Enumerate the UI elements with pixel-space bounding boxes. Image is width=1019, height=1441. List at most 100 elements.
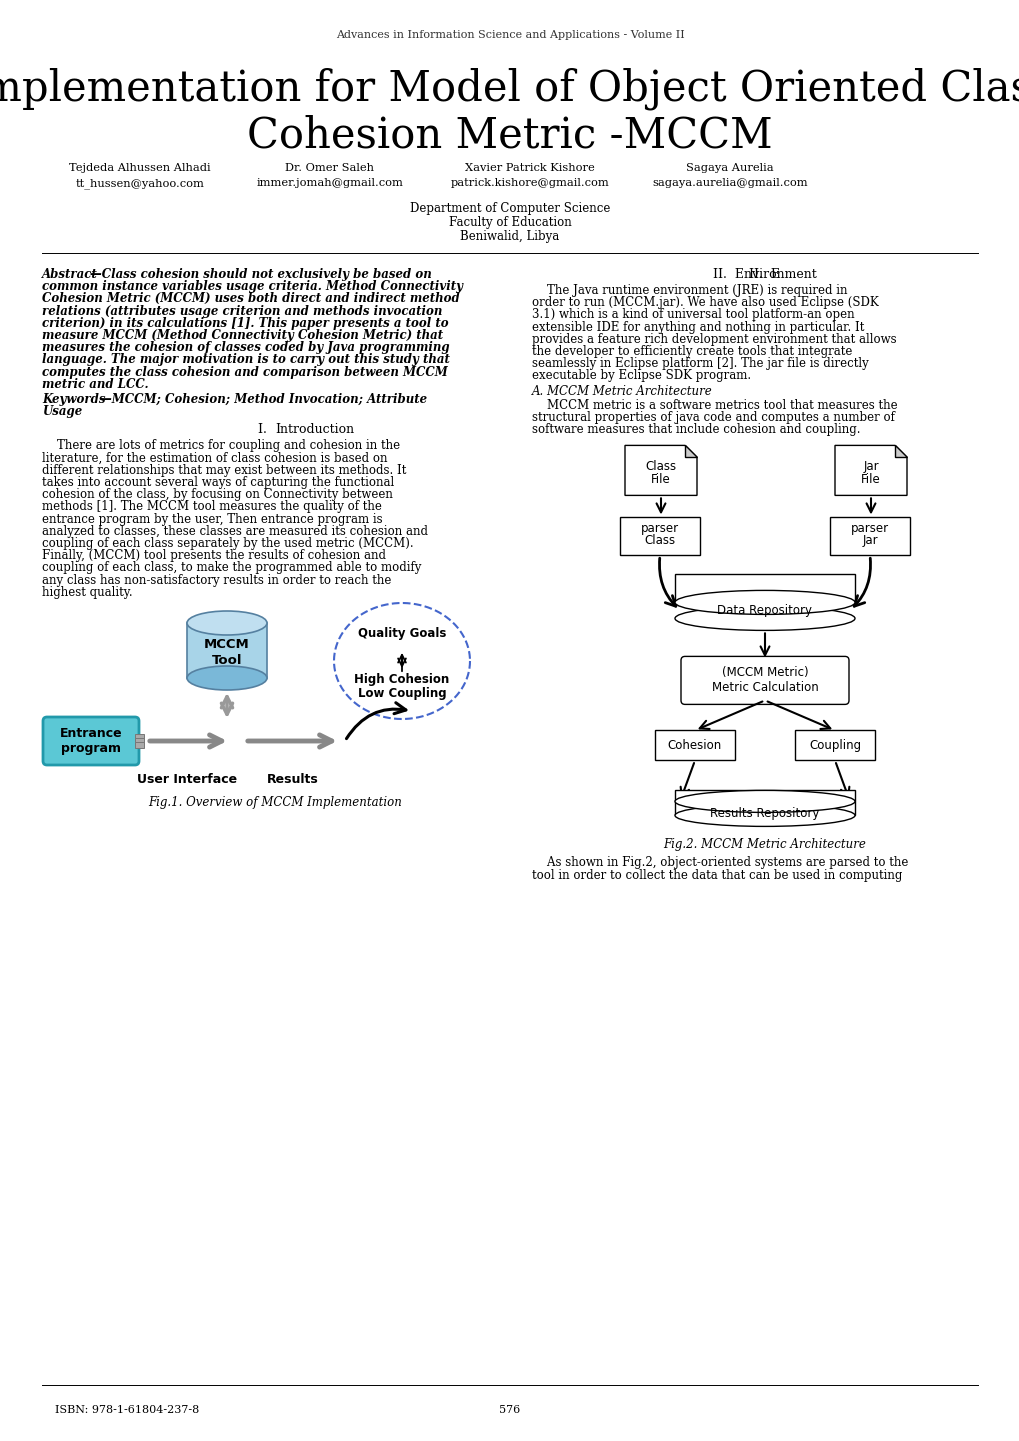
Text: File: File xyxy=(860,474,880,487)
Text: Abstract: Abstract xyxy=(42,268,98,281)
Text: parser: parser xyxy=(640,522,679,535)
Text: any class has non-satisfactory results in order to reach the: any class has non-satisfactory results i… xyxy=(42,574,391,586)
Ellipse shape xyxy=(675,591,854,614)
Text: analyzed to classes, these classes are measured its cohesion and: analyzed to classes, these classes are m… xyxy=(42,525,428,537)
Text: Introduction: Introduction xyxy=(275,424,354,437)
Text: ISBN: 978-1-61804-237-8: ISBN: 978-1-61804-237-8 xyxy=(55,1405,199,1415)
Bar xyxy=(135,742,144,748)
Text: patrick.kishore@gmail.com: patrick.kishore@gmail.com xyxy=(450,179,608,187)
Bar xyxy=(829,517,909,555)
Text: Finally, (MCCM) tool presents the results of cohesion and: Finally, (MCCM) tool presents the result… xyxy=(42,549,385,562)
Text: metric and LCC.: metric and LCC. xyxy=(42,378,149,391)
Text: sagaya.aurelia@gmail.com: sagaya.aurelia@gmail.com xyxy=(651,179,807,187)
Bar xyxy=(620,517,699,555)
Text: Jar: Jar xyxy=(861,535,877,548)
Text: Results: Results xyxy=(267,772,319,785)
Text: Beniwalid, Libya: Beniwalid, Libya xyxy=(460,231,559,244)
Text: Low Coupling: Low Coupling xyxy=(358,686,446,699)
Text: Coupling: Coupling xyxy=(808,739,860,752)
Text: User Interface: User Interface xyxy=(137,772,236,785)
Text: methods [1]. The MCCM tool measures the quality of the: methods [1]. The MCCM tool measures the … xyxy=(42,500,381,513)
Text: highest quality.: highest quality. xyxy=(42,586,132,599)
Text: Fig.1. Overview of MCCM Implementation: Fig.1. Overview of MCCM Implementation xyxy=(148,795,401,808)
Bar xyxy=(675,575,854,602)
Text: Fig.2. MCCM Metric Architecture: Fig.2. MCCM Metric Architecture xyxy=(663,839,865,852)
Text: The Java runtime environment (JRE) is required in: The Java runtime environment (JRE) is re… xyxy=(532,284,847,297)
Text: tool in order to collect the data that can be used in computing: tool in order to collect the data that c… xyxy=(532,869,902,882)
Text: MCCM metric is a software metrics tool that measures the: MCCM metric is a software metrics tool t… xyxy=(532,399,897,412)
Text: Sagaya Aurelia: Sagaya Aurelia xyxy=(686,163,773,173)
Text: 3.1) which is a kind of universal tool platform-an open: 3.1) which is a kind of universal tool p… xyxy=(532,308,854,321)
Text: Class: Class xyxy=(645,461,676,474)
Text: computes the class cohesion and comparison between MCCM: computes the class cohesion and comparis… xyxy=(42,366,447,379)
Text: literature, for the estimation of class cohesion is based on: literature, for the estimation of class … xyxy=(42,451,387,464)
Polygon shape xyxy=(685,445,696,457)
Text: Data Repository: Data Repository xyxy=(716,604,812,617)
Bar xyxy=(135,738,144,744)
Text: II.  Environment: II. Environment xyxy=(712,268,816,281)
Text: Keywords: Keywords xyxy=(42,393,105,406)
Text: structural properties of java code and computes a number of: structural properties of java code and c… xyxy=(532,411,894,424)
Polygon shape xyxy=(835,445,906,496)
Text: Jar: Jar xyxy=(862,461,878,474)
Text: order to run (MCCM.jar). We have also used Eclipse (SDK: order to run (MCCM.jar). We have also us… xyxy=(532,297,878,310)
Text: seamlessly in Eclipse platform [2]. The jar file is directly: seamlessly in Eclipse platform [2]. The … xyxy=(532,357,868,370)
Text: Advances in Information Science and Applications - Volume II: Advances in Information Science and Appl… xyxy=(335,30,684,40)
Text: As shown in Fig.2, object-oriented systems are parsed to the: As shown in Fig.2, object-oriented syste… xyxy=(532,856,908,869)
Polygon shape xyxy=(894,445,906,457)
Text: the developer to efficiently create tools that integrate: the developer to efficiently create tool… xyxy=(532,344,852,357)
Text: tt_hussen@yahoo.com: tt_hussen@yahoo.com xyxy=(75,179,204,189)
Text: A. MCCM Metric Architecture: A. MCCM Metric Architecture xyxy=(532,385,712,398)
Text: coupling of each class separately by the used metric (MCCM).: coupling of each class separately by the… xyxy=(42,537,414,550)
Text: common instance variables usage criteria. Method Connectivity: common instance variables usage criteria… xyxy=(42,280,463,293)
Text: Results Repository: Results Repository xyxy=(709,807,819,820)
Text: criterion) in its calculations [1]. This paper presents a tool to: criterion) in its calculations [1]. This… xyxy=(42,317,448,330)
Text: High Cohesion: High Cohesion xyxy=(354,673,449,686)
Text: different relationships that may exist between its methods. It: different relationships that may exist b… xyxy=(42,464,406,477)
Text: software measures that include cohesion and coupling.: software measures that include cohesion … xyxy=(532,424,860,437)
Text: language. The major motivation is to carry out this study that: language. The major motivation is to car… xyxy=(42,353,449,366)
Polygon shape xyxy=(625,445,696,496)
Ellipse shape xyxy=(675,804,854,826)
Text: 576: 576 xyxy=(499,1405,520,1415)
Ellipse shape xyxy=(675,791,854,813)
Text: Implementation for Model of Object Oriented Class: Implementation for Model of Object Orien… xyxy=(0,68,1019,111)
Text: Cohesion Metric (MCCM) uses both direct and indirect method: Cohesion Metric (MCCM) uses both direct … xyxy=(42,293,460,305)
Text: Metric Calculation: Metric Calculation xyxy=(711,682,817,695)
Text: Dr. Omer Saleh: Dr. Omer Saleh xyxy=(285,163,374,173)
Text: provides a feature rich development environment that allows: provides a feature rich development envi… xyxy=(532,333,896,346)
Text: entrance program by the user, Then entrance program is: entrance program by the user, Then entra… xyxy=(42,513,382,526)
Text: File: File xyxy=(650,474,671,487)
Text: extensible IDE for anything and nothing in particular. It: extensible IDE for anything and nothing … xyxy=(532,320,863,334)
Text: executable by Eclipse SDK program.: executable by Eclipse SDK program. xyxy=(532,369,750,382)
Text: measures the cohesion of classes coded by Java programming: measures the cohesion of classes coded b… xyxy=(42,342,449,354)
Text: There are lots of metrics for coupling and cohesion in the: There are lots of metrics for coupling a… xyxy=(42,440,399,452)
Text: I.: I. xyxy=(258,424,275,437)
Text: Quality Goals: Quality Goals xyxy=(358,627,445,640)
Text: cohesion of the class, by focusing on Connectivity between: cohesion of the class, by focusing on Co… xyxy=(42,488,392,501)
Ellipse shape xyxy=(675,607,854,630)
FancyBboxPatch shape xyxy=(43,718,139,765)
Bar xyxy=(186,623,267,679)
Text: Faculty of Education: Faculty of Education xyxy=(448,216,571,229)
Ellipse shape xyxy=(186,666,267,690)
Text: Usage: Usage xyxy=(42,405,83,418)
Bar xyxy=(794,731,874,761)
Text: (MCCM Metric): (MCCM Metric) xyxy=(721,666,807,679)
Text: immer.jomah@gmail.com: immer.jomah@gmail.com xyxy=(257,179,404,187)
Text: —Class cohesion should not exclusively be based on: —Class cohesion should not exclusively b… xyxy=(90,268,431,281)
Text: II.  E: II. E xyxy=(749,268,780,281)
Text: coupling of each class, to make the programmed able to modify: coupling of each class, to make the prog… xyxy=(42,562,421,575)
Bar xyxy=(135,733,144,741)
Text: Entrance
program: Entrance program xyxy=(60,728,122,755)
Text: measure MCCM (Method Connectivity Cohesion Metric) that: measure MCCM (Method Connectivity Cohesi… xyxy=(42,329,442,342)
Text: Class: Class xyxy=(644,535,675,548)
Text: Xavier Patrick Kishore: Xavier Patrick Kishore xyxy=(465,163,594,173)
FancyBboxPatch shape xyxy=(681,657,848,705)
Bar xyxy=(654,731,735,761)
Bar xyxy=(675,791,854,816)
Text: takes into account several ways of capturing the functional: takes into account several ways of captu… xyxy=(42,476,394,488)
Text: relations (attributes usage criterion and methods invocation: relations (attributes usage criterion an… xyxy=(42,304,442,317)
Text: Tejdeda Alhussen Alhadi: Tejdeda Alhussen Alhadi xyxy=(69,163,211,173)
Text: MCCM: MCCM xyxy=(204,638,250,651)
